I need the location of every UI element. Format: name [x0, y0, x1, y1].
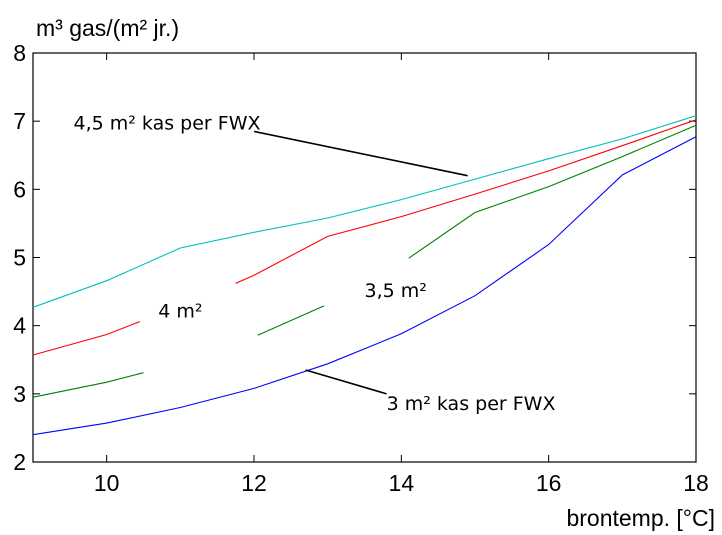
annotation-pointer [305, 369, 387, 395]
annotation-label: 3,5 m² [365, 280, 427, 302]
y-tick-label: 5 [13, 245, 26, 271]
y-tick-label: 7 [13, 108, 26, 134]
x-axis-label: brontemp. [°C] [566, 505, 715, 531]
y-tick-label: 4 [13, 313, 26, 339]
x-tick-label: 18 [683, 470, 709, 496]
annotation-label: 4 m² [158, 300, 202, 322]
series-line [32, 115, 697, 308]
series-segment [32, 372, 144, 398]
y-axis-ticks: 2 3 4 5 6 7 8 [13, 40, 696, 475]
x-tick-label: 10 [94, 470, 120, 496]
annotation-pointer [253, 130, 468, 177]
series-line [32, 124, 697, 398]
series-segment [257, 305, 325, 336]
annotation-layer: 4,5 m² kas per FWX 4 m² 3,5 m² 3 m² kas per… [74, 112, 556, 415]
series-segment [32, 136, 697, 436]
series-segment [32, 115, 697, 308]
series-layer [32, 115, 697, 436]
series-segment [235, 119, 697, 284]
y-tick-label: 6 [13, 176, 26, 202]
x-tick-label: 12 [241, 470, 267, 496]
y-tick-label: 2 [13, 449, 26, 475]
annotation-label: 3 m² kas per FWX [387, 393, 556, 415]
x-tick-label: 16 [536, 470, 562, 496]
y-tick-label: 3 [13, 381, 26, 407]
y-axis-label: m³ gas/(m² jr.) [36, 15, 179, 41]
series-segment [32, 321, 140, 356]
x-axis-ticks: 10 12 14 16 18 [94, 53, 709, 496]
series-segment [408, 124, 697, 259]
series-line [32, 119, 697, 356]
x-tick-label: 14 [389, 470, 415, 496]
y-tick-label: 8 [13, 40, 26, 66]
series-line [32, 136, 697, 436]
annotation-label: 4,5 m² kas per FWX [74, 112, 261, 134]
